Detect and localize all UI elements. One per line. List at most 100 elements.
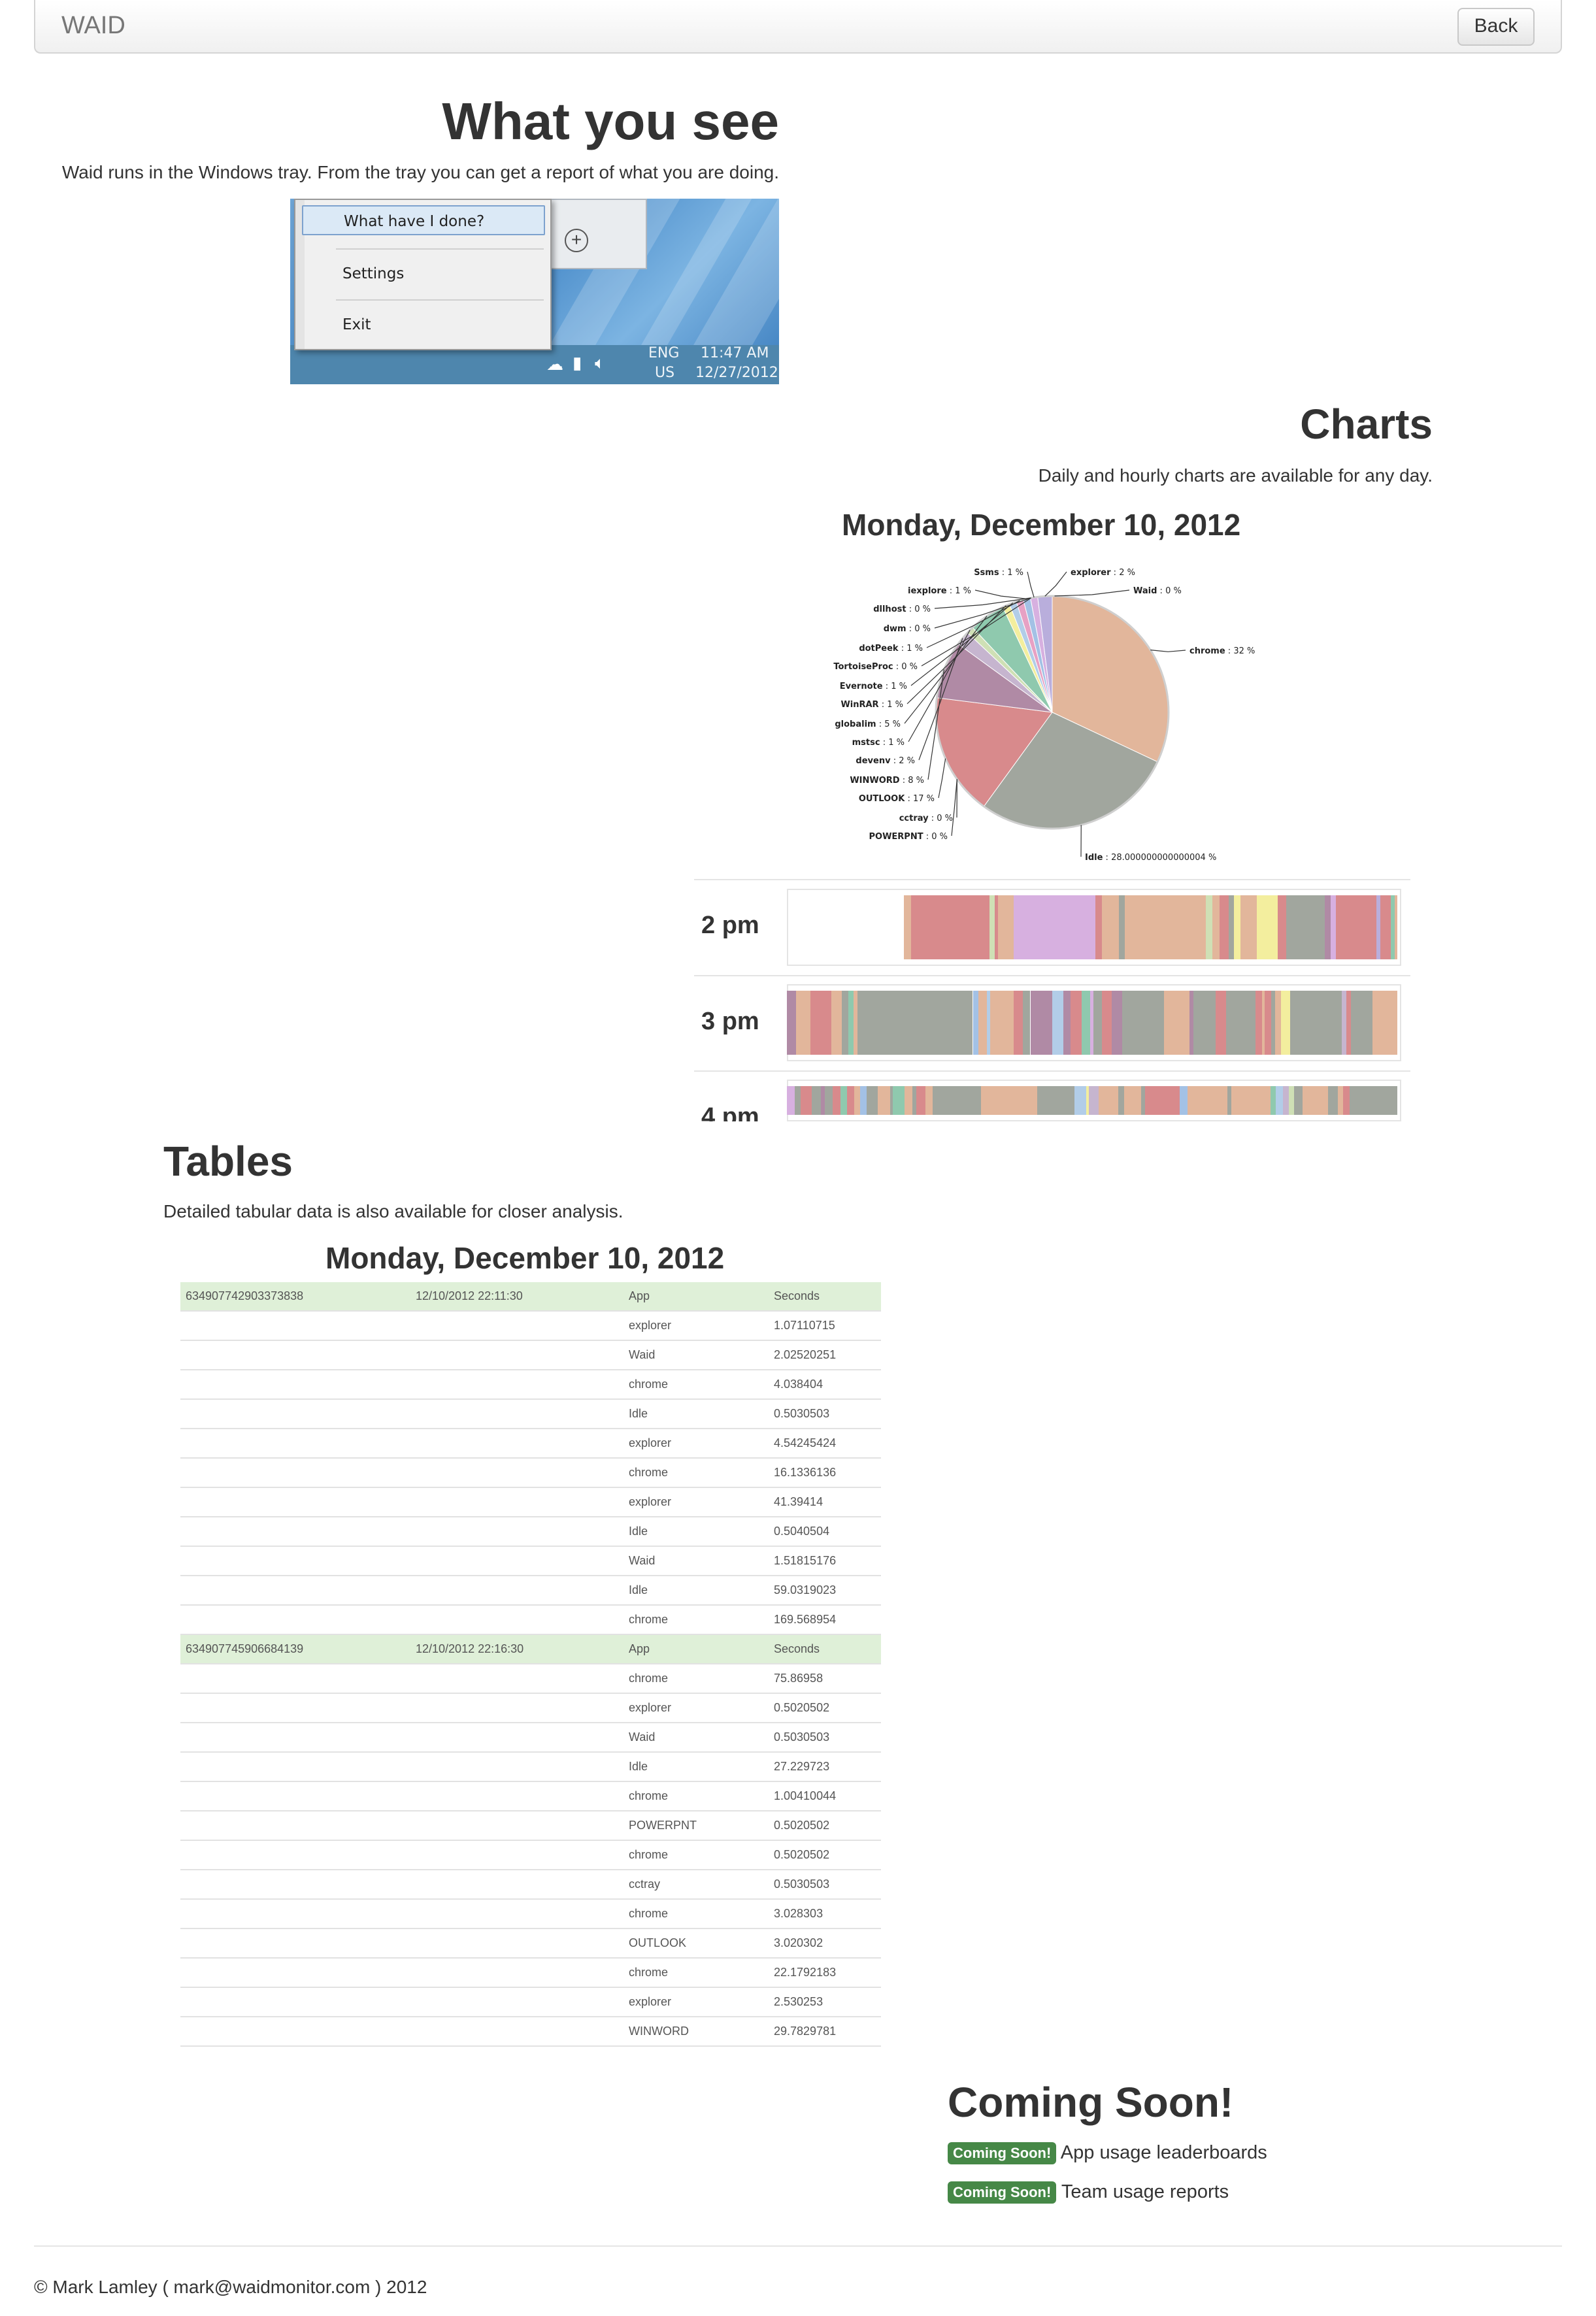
app-cell: WINWORD: [623, 2017, 769, 2047]
app-cell: OUTLOOK: [623, 1928, 769, 1959]
pie-label-ssms: Ssms : 1 %: [974, 568, 1023, 578]
what-you-see-text: Waid runs in the Windows tray. From the …: [61, 162, 779, 182]
usage-segment: [1290, 991, 1342, 1055]
usage-segment: [1394, 895, 1398, 959]
usage-segment: [1145, 1086, 1181, 1115]
usage-segment: [1037, 1086, 1076, 1115]
pie-label-name: chrome: [1189, 646, 1225, 656]
pie-chart: chrome : 32 % Idle : 28.000000000000004 %…: [833, 568, 1255, 863]
pie-label-percent: 17 %: [913, 794, 935, 804]
pie-label-name: WinRAR: [840, 700, 878, 710]
app-cell: Idle: [623, 1517, 769, 1547]
back-button[interactable]: Back: [1457, 8, 1535, 46]
usage-segment: [1030, 991, 1042, 1055]
pie-label-name: dwm: [884, 624, 906, 634]
table-row: Waid 0.5030503: [180, 1723, 881, 1753]
pie-leader-line: [934, 597, 1031, 609]
pie-leader-line: [921, 597, 1031, 667]
pie-label-idle: Idle : 28.000000000000004 %: [1085, 853, 1216, 863]
pie-label-percent: 32 %: [1233, 646, 1255, 656]
usage-segment: [1215, 991, 1227, 1055]
volume-icon: 🔈︎: [595, 353, 605, 372]
app-cell: chrome: [623, 1899, 769, 1929]
hour-label-2pm: 2 pm: [701, 912, 759, 939]
usage-segment: [1380, 895, 1391, 959]
app-cell: explorer: [623, 1487, 769, 1517]
usage-segment: [1247, 895, 1257, 959]
app-cell: chrome: [623, 1370, 769, 1400]
usage-segment: [893, 1086, 905, 1115]
seconds-cell: 3.028303: [769, 1899, 881, 1929]
table-row: cctray 0.5030503: [180, 1870, 881, 1900]
seconds-cell: 29.7829781: [769, 2017, 881, 2047]
pie-label-percent: 2 %: [899, 756, 915, 766]
app-cell: chrome: [623, 1605, 769, 1635]
usage-segment: [866, 1086, 878, 1115]
usage-segment: [1125, 895, 1200, 959]
pie-label-tortoiseproc: TortoiseProc : 0 %: [833, 662, 918, 672]
tray-context-menu: What have I done? Settings Exit: [294, 199, 552, 350]
menu-item-settings[interactable]: Settings: [342, 265, 405, 282]
app-cell: chrome: [623, 1664, 769, 1694]
seconds-cell: 1.07110715: [769, 1311, 881, 1341]
usage-segment: [1071, 991, 1083, 1055]
app-cell: chrome: [623, 1958, 769, 1988]
seconds-cell: 0.5020502: [769, 1693, 881, 1723]
seconds-cell: 22.1792183: [769, 1958, 881, 1988]
hour-label-4pm: 4 pm: [701, 1103, 759, 1121]
usage-segment: [1256, 895, 1267, 959]
coming-soon-text: Team usage reports: [1061, 2181, 1229, 2202]
table-row: Waid 1.51815176: [180, 1546, 881, 1576]
pie-leader-line: [1044, 571, 1067, 597]
table-row: POWERPNT 0.5020502: [180, 1811, 881, 1841]
usage-segment: [1099, 1086, 1111, 1115]
pie-label-name: POWERPNT: [869, 832, 923, 842]
table-group-header: 634907742903373838 12/10/2012 22:11:30 App…: [180, 1282, 881, 1312]
session-id: 634907745906684139: [180, 1634, 410, 1664]
pie-leader-line: [938, 758, 946, 799]
seconds-cell: 0.5020502: [769, 1840, 881, 1870]
table-row: explorer 1.07110715: [180, 1311, 881, 1341]
pie-leader-line: [1054, 589, 1130, 597]
tray-screenshot: + ☁ ▮ 🔈︎ ENG US 11:47 AM 12/27/2012 What…: [290, 199, 779, 384]
coming-soon-item: Coming Soon! App usage leaderboards: [948, 2142, 1267, 2165]
hour-strip-4pm: [787, 1080, 1401, 1121]
brand[interactable]: WAID: [61, 12, 125, 39]
pie-label-percent: 2 %: [1119, 568, 1135, 578]
pie-label-name: explorer: [1071, 568, 1111, 578]
battery-icon: ▮: [573, 353, 582, 372]
seconds-cell: 59.0319023: [769, 1576, 881, 1606]
table-row: chrome 75.86958: [180, 1664, 881, 1694]
pie-label-name: TortoiseProc: [833, 662, 893, 672]
usage-segment: [918, 895, 990, 959]
pie-label-dllhost: dllhost : 0 %: [873, 604, 931, 614]
pie-label-percent: 5 %: [884, 720, 901, 729]
pie-label-percent: 0 %: [1165, 586, 1182, 596]
usage-segment: [1302, 1086, 1314, 1115]
usage-segment: [1277, 895, 1287, 959]
language-top: ENG: [648, 345, 680, 361]
table-row: explorer 0.5020502: [180, 1693, 881, 1723]
pie-label-dwm: dwm : 0 %: [884, 624, 931, 634]
menu-item-exit[interactable]: Exit: [342, 316, 371, 333]
menu-item-what-have-i-done[interactable]: What have I done?: [302, 205, 545, 235]
pie-label-percent: 1 %: [906, 644, 923, 653]
pie-label-dotpeek: dotPeek : 1 %: [859, 644, 923, 653]
usage-segment: [1082, 991, 1091, 1055]
tray-clock: 11:47 AM: [701, 345, 769, 361]
pie-leader-line: [908, 629, 971, 742]
tables-text: Detailed tabular data is also available …: [163, 1201, 623, 1221]
pie-label-percent: 0 %: [914, 604, 931, 614]
column-header-seconds: Seconds: [769, 1634, 881, 1664]
usage-segment: [1102, 991, 1113, 1055]
seconds-cell: 27.229723: [769, 1752, 881, 1782]
pie-label-globalim: globalim : 5 %: [835, 720, 901, 729]
app-cell: Waid: [623, 1340, 769, 1370]
tray-overflow-panel: +: [550, 199, 647, 269]
pie-leader-line: [951, 779, 957, 836]
pie-label-evernote: Evernote : 1 %: [840, 682, 907, 691]
pie-label-percent: 0 %: [901, 662, 918, 672]
pie-leader-line: [974, 589, 1027, 599]
usage-segment: [812, 1086, 822, 1115]
seconds-cell: 1.51815176: [769, 1546, 881, 1576]
